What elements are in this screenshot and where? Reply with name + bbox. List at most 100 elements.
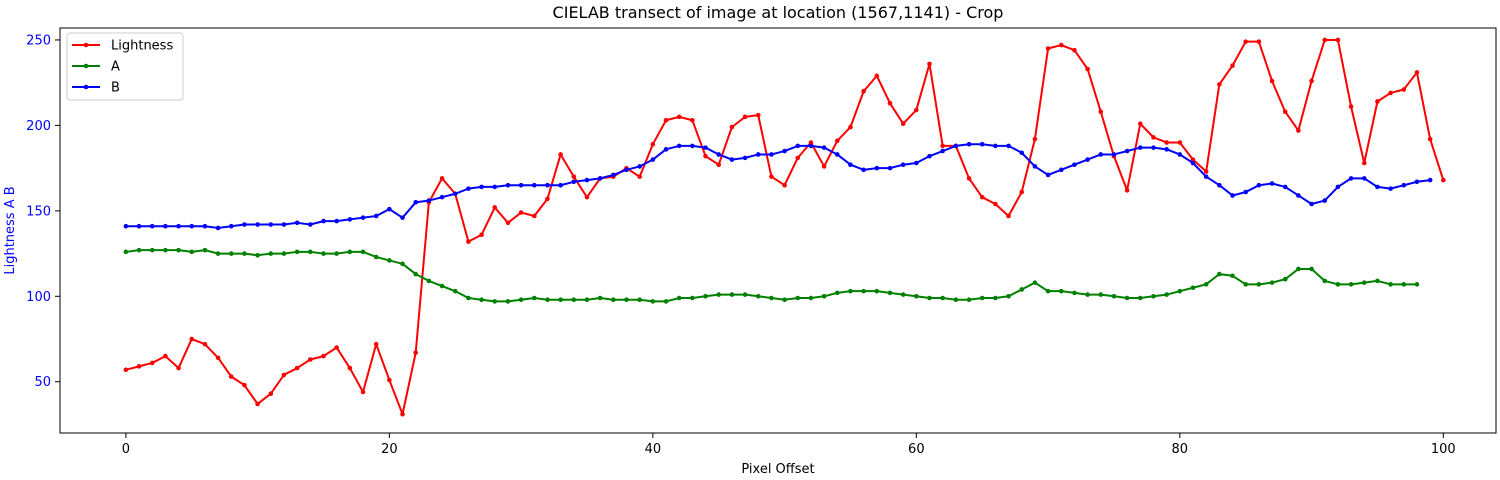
data-point-a [413, 271, 419, 277]
data-point-b [1296, 193, 1301, 198]
data-point-lightness [136, 364, 142, 369]
data-point-a [439, 283, 445, 289]
data-point-b [1348, 176, 1354, 181]
data-point-a [979, 295, 985, 301]
series-lightness [123, 37, 1446, 417]
x-tick-label: 60 [908, 442, 925, 457]
data-point-a [1361, 280, 1367, 285]
data-point-b [558, 182, 563, 188]
x-tick-label: 40 [645, 442, 662, 457]
legend: Lightness AB [66, 32, 184, 101]
data-point-a [927, 295, 932, 301]
data-point-b [1322, 198, 1328, 203]
data-point-a [1085, 292, 1090, 297]
y-tick-label: 250 [26, 33, 51, 48]
data-point-lightness [176, 365, 181, 371]
data-point-b [189, 223, 195, 229]
data-point-a [1177, 288, 1183, 294]
data-point-a [334, 251, 339, 256]
chart-title: CIELAB transect of image at location (15… [553, 3, 1004, 22]
data-point-b [479, 184, 484, 190]
data-point-b [900, 162, 906, 168]
x-tick-label: 20 [381, 442, 398, 457]
data-point-lightness [966, 176, 972, 181]
data-point-lightness [703, 153, 708, 159]
data-point-lightness [268, 391, 274, 397]
data-point-a [1309, 266, 1314, 272]
data-point-a [650, 299, 656, 304]
data-point-a [611, 297, 616, 303]
y-tick-label: 100 [26, 290, 51, 305]
x-tick-label: 100 [1431, 442, 1456, 457]
data-point-lightness [1401, 87, 1407, 92]
legend-item-a: A [72, 60, 120, 75]
data-point-b [492, 184, 498, 190]
data-point-b [966, 141, 972, 147]
data-point-lightness [1269, 78, 1275, 84]
data-point-a [690, 295, 695, 301]
data-point-a [637, 297, 642, 303]
data-point-a [1098, 292, 1104, 297]
legend-label-lightness: Lightness [111, 39, 173, 54]
data-point-lightness [294, 365, 300, 371]
data-point-b [123, 223, 129, 229]
data-point-lightness [1414, 70, 1420, 75]
y-tick-label: 150 [26, 204, 51, 219]
data-point-a [966, 297, 972, 303]
data-point-a [1388, 282, 1393, 287]
data-point-lightness [887, 100, 893, 106]
data-point-lightness [1045, 46, 1051, 51]
data-point-lightness [914, 107, 919, 113]
data-point-a [426, 278, 432, 284]
data-point-lightness [1441, 177, 1446, 183]
data-point-b [676, 143, 682, 149]
data-point-b [795, 143, 801, 149]
data-point-a [663, 299, 669, 304]
data-point-a [887, 290, 893, 296]
data-point-a [136, 247, 142, 253]
data-point-lightness [1388, 90, 1393, 96]
data-point-b [387, 206, 392, 212]
data-point-b [729, 157, 735, 162]
data-point-lightness [1296, 128, 1301, 133]
data-point-a [360, 249, 366, 255]
data-point-b [531, 182, 537, 188]
data-point-a [1072, 290, 1077, 296]
data-point-b [321, 218, 326, 224]
data-point-a [202, 247, 208, 253]
data-point-a [1058, 288, 1064, 294]
data-point-lightness [466, 239, 471, 244]
data-point-lightness [1164, 140, 1169, 145]
data-point-b [848, 162, 853, 168]
data-point-a [558, 297, 563, 303]
data-point-lightness [321, 353, 326, 359]
data-point-b [308, 222, 313, 227]
data-point-b [834, 152, 840, 157]
data-point-a [795, 295, 801, 301]
data-point-a [940, 295, 945, 301]
data-point-b [215, 225, 221, 231]
data-point-lightness [373, 341, 379, 347]
data-point-b [347, 217, 353, 222]
data-point-a [1269, 280, 1275, 285]
data-point-lightness [834, 138, 840, 144]
data-point-lightness [1072, 47, 1077, 53]
data-point-b [1375, 184, 1380, 190]
legend-marker-b [83, 84, 89, 90]
data-point-a [1296, 266, 1301, 272]
data-point-b [1414, 179, 1420, 185]
data-point-a [703, 293, 708, 299]
data-point-lightness [387, 377, 392, 383]
data-point-lightness [281, 372, 287, 378]
data-point-a [1282, 276, 1288, 282]
data-point-a [1401, 282, 1407, 287]
data-point-b [1230, 193, 1235, 198]
data-point-lightness [1217, 82, 1222, 87]
data-point-a [1203, 282, 1209, 287]
data-point-b [281, 222, 287, 227]
data-point-lightness [690, 117, 695, 123]
data-point-a [1111, 293, 1117, 299]
data-point-a [1032, 280, 1038, 285]
data-point-b [650, 157, 656, 162]
data-point-lightness [1019, 189, 1025, 195]
